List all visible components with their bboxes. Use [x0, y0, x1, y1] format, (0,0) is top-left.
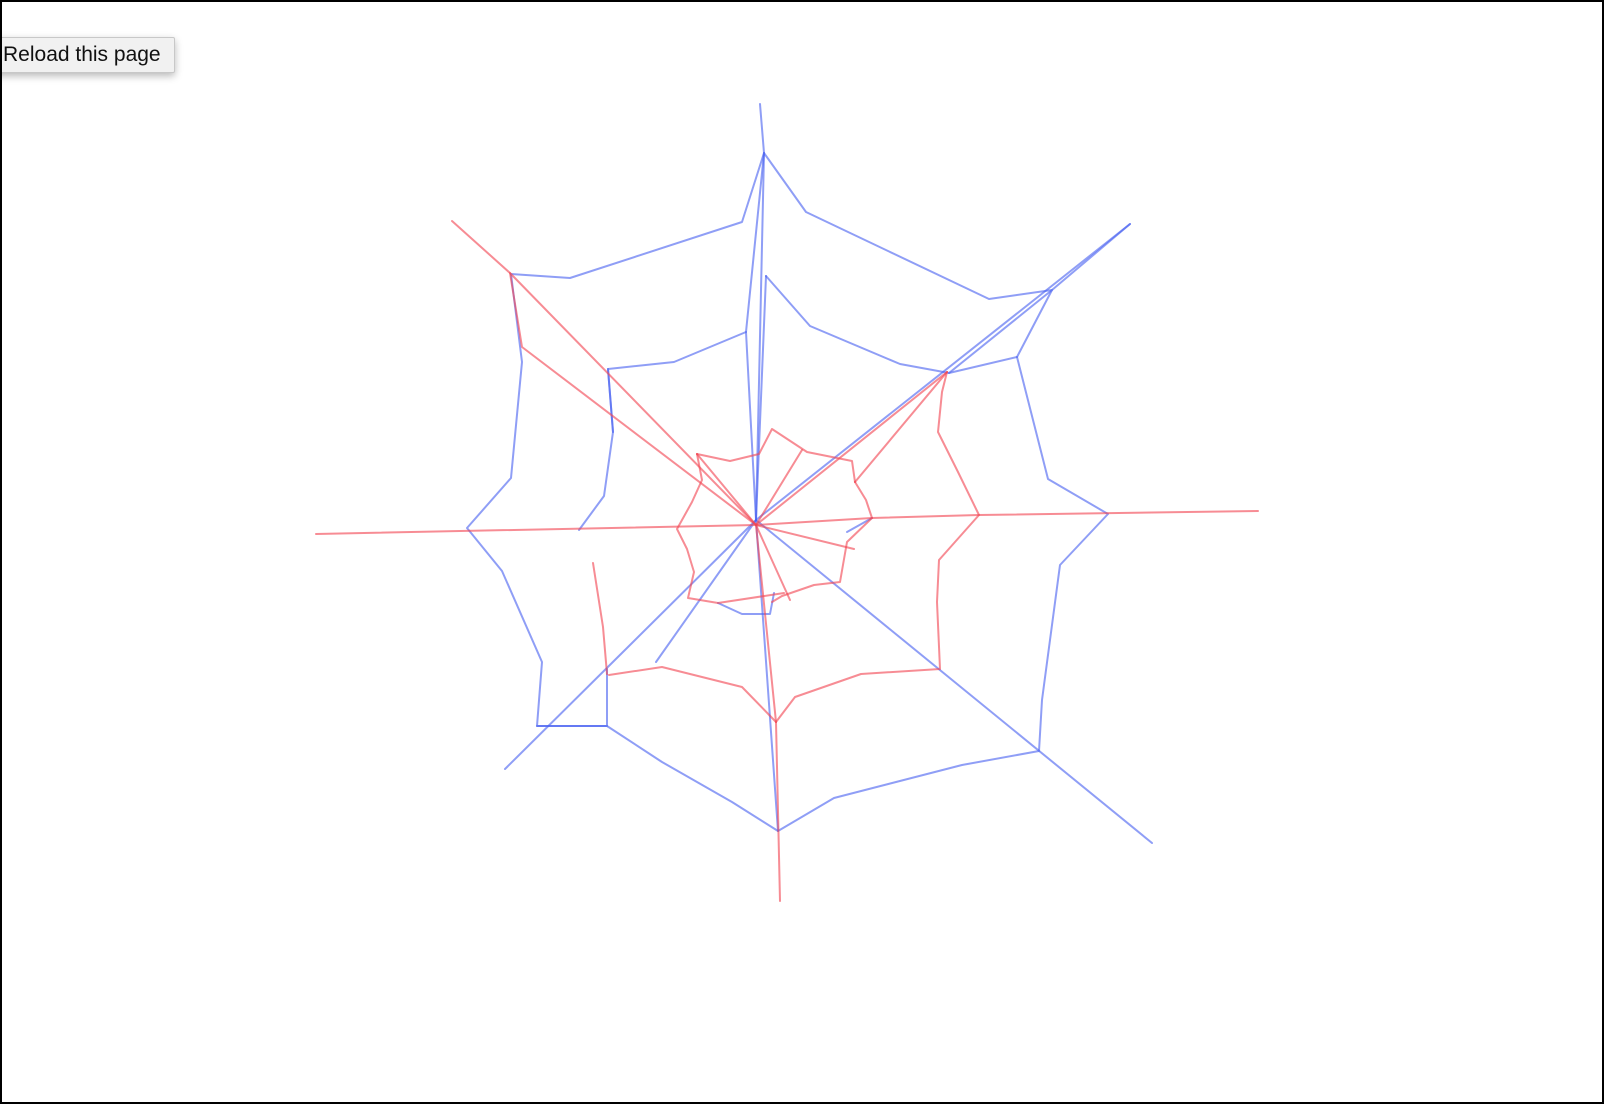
reload-page-tooltip: Reload this page [2, 37, 175, 73]
blue-web-strands [466, 103, 1153, 844]
blue-bottom-ring [536, 668, 608, 727]
red-radial-left [315, 524, 757, 535]
blue-outer-ring [466, 152, 1109, 832]
red-inner-spoke-1 [755, 449, 803, 526]
red-radial-right [755, 510, 1259, 526]
blue-radial-lower-left-2 [655, 519, 757, 663]
red-inner-spoke-2 [755, 524, 791, 601]
red-radial-upper-right [755, 371, 948, 526]
red-inner-ring-left [676, 453, 785, 604]
red-inner-ring-top [696, 428, 856, 483]
red-left-hanging [592, 562, 608, 675]
blue-mid-ring-left [578, 331, 747, 531]
blue-lower-left-segment [607, 368, 614, 433]
blue-radial-upper-right-2 [948, 223, 1131, 374]
blue-inner-bottom [717, 592, 775, 615]
red-mid-ring-bottom [608, 666, 777, 723]
red-inner-spoke-4 [755, 524, 855, 550]
blue-radial-bottom [755, 519, 779, 832]
blue-lower-right-link [846, 517, 873, 533]
red-inner-spoke-3 [696, 453, 757, 526]
blue-radial-top-2 [745, 152, 765, 521]
red-connector-right [854, 371, 948, 483]
red-web-strands [315, 220, 1259, 902]
red-radial-upper-left-2 [509, 272, 757, 526]
blue-radial-top-3 [755, 275, 767, 521]
blue-radial-lower-right [755, 519, 1153, 844]
red-mid-ring-right [775, 371, 980, 723]
blue-radial-lower-left [504, 519, 757, 770]
blue-mid-ring [765, 275, 1018, 374]
